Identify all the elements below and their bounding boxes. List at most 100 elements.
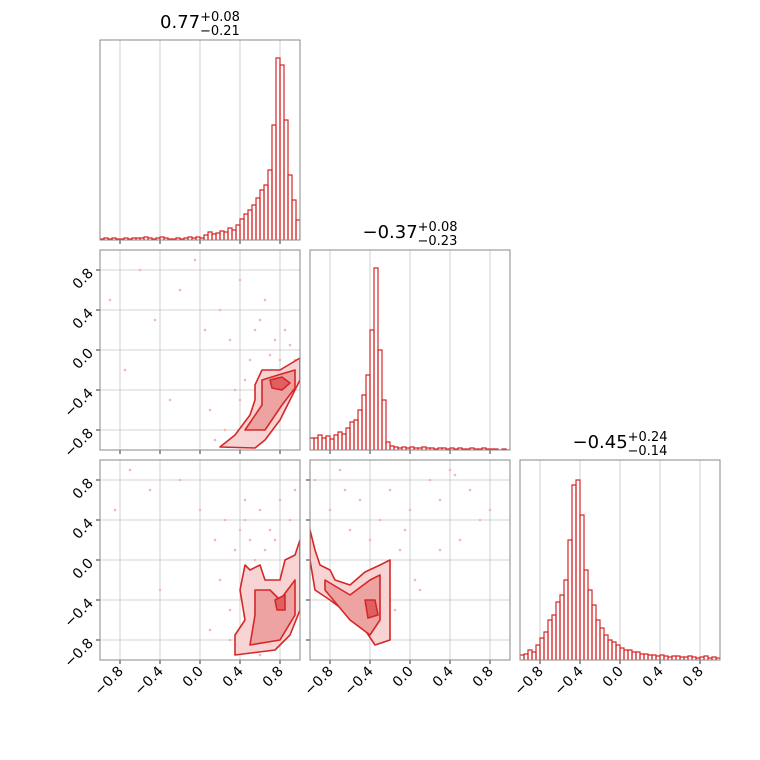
x-tick-label: −0.8 [301, 664, 336, 699]
scatter-point [268, 353, 272, 357]
scatter-point [223, 428, 227, 432]
scatter-point [228, 638, 232, 642]
scatter-point [243, 498, 247, 502]
x-tick-label: 0.4 [430, 663, 457, 690]
x-tick-label: 0.8 [260, 664, 287, 691]
scatter-point [248, 358, 252, 362]
panel-frame [99, 459, 301, 661]
x-tick-label: −0.8 [511, 664, 546, 699]
contour [364, 599, 379, 619]
title-upper: +0.08 [200, 10, 240, 25]
panel [310, 460, 510, 660]
scatter-point [448, 468, 452, 472]
scatter-point [148, 488, 152, 492]
x-tick-label: −0.4 [341, 663, 376, 698]
panel-title: 0.77+0.08 −0.21 [160, 10, 240, 39]
y-tick-label: −0.4 [61, 385, 96, 420]
y-tick-label: 0.4 [70, 305, 97, 332]
title-value: 0.77 [160, 12, 200, 33]
scatter-point [228, 338, 232, 342]
histogram-bar [295, 219, 300, 240]
contour [274, 594, 286, 611]
panel-frame [99, 39, 301, 241]
scatter-point [208, 408, 212, 412]
scatter-point [193, 258, 197, 262]
scatter-point [478, 518, 482, 522]
scatter-point [213, 438, 217, 442]
scatter-point [313, 478, 317, 482]
x-tick-label: 0.0 [390, 664, 417, 691]
scatter-point [123, 368, 127, 372]
x-tick-label: −0.4 [131, 663, 166, 698]
panel [520, 460, 720, 660]
scatter-point [428, 478, 432, 482]
scatter-point [253, 328, 257, 332]
panel-title: −0.45+0.24 −0.14 [572, 430, 667, 459]
title-upper: +0.08 [418, 220, 458, 235]
scatter-point [438, 548, 442, 552]
scatter-point [238, 398, 242, 402]
histogram-bar [381, 399, 387, 450]
x-tick-label: −0.8 [91, 664, 126, 699]
scatter-point [198, 508, 202, 512]
scatter-point [168, 398, 172, 402]
y-tick-label: 0.8 [70, 476, 97, 503]
scatter-point [263, 548, 267, 552]
scatter-point [158, 588, 162, 592]
panel [310, 250, 510, 450]
scatter-point [213, 538, 217, 542]
scatter-point [178, 478, 182, 482]
y-tick-label: −0.8 [61, 636, 96, 671]
scatter-point [293, 488, 297, 492]
scatter-point [128, 468, 132, 472]
scatter-point [343, 488, 347, 492]
scatter-point [253, 558, 257, 562]
scatter-point [453, 473, 457, 477]
scatter-point [273, 538, 277, 542]
scatter-point [408, 508, 412, 512]
scatter-point [418, 588, 422, 592]
x-tick-label: 0.0 [600, 664, 627, 691]
scatter-point [393, 608, 397, 612]
scatter-point [338, 468, 342, 472]
scatter-point [348, 528, 352, 532]
panel-frame [519, 459, 721, 661]
title-lower: −0.23 [418, 234, 458, 249]
scatter-point [233, 548, 237, 552]
scatter-point [238, 278, 242, 282]
scatter-point [438, 498, 442, 502]
scatter-point [108, 298, 112, 302]
scatter-point [273, 338, 277, 342]
scatter-point [378, 518, 382, 522]
scatter-point [398, 548, 402, 552]
scatter-point [243, 518, 247, 522]
scatter-point [358, 498, 362, 502]
scatter-point [263, 298, 267, 302]
panel-frame [309, 249, 511, 451]
y-tick-label: 0.0 [70, 346, 97, 373]
scatter-point [258, 653, 262, 657]
scatter-point [268, 528, 272, 532]
scatter-point [458, 538, 462, 542]
scatter-point [243, 378, 247, 382]
x-tick-label: 0.4 [220, 663, 247, 690]
x-tick-label: 0.8 [470, 664, 497, 691]
y-tick-label: −0.4 [61, 595, 96, 630]
scatter-point [288, 518, 292, 522]
scatter-point [238, 528, 242, 532]
contour [269, 376, 291, 391]
y-tick-label: 0.4 [70, 515, 97, 542]
panel-title: −0.37+0.08 −0.23 [362, 220, 457, 249]
scatter-point [278, 498, 282, 502]
histogram-bar [715, 657, 720, 660]
x-tick-label: 0.8 [680, 664, 707, 691]
title-value: −0.45 [572, 432, 627, 453]
scatter-point [113, 508, 117, 512]
panel [100, 250, 300, 450]
x-tick-label: −0.4 [551, 663, 586, 698]
title-value: −0.37 [362, 222, 417, 243]
scatter-point [288, 343, 292, 347]
scatter-point [178, 288, 182, 292]
scatter-point [413, 578, 417, 582]
